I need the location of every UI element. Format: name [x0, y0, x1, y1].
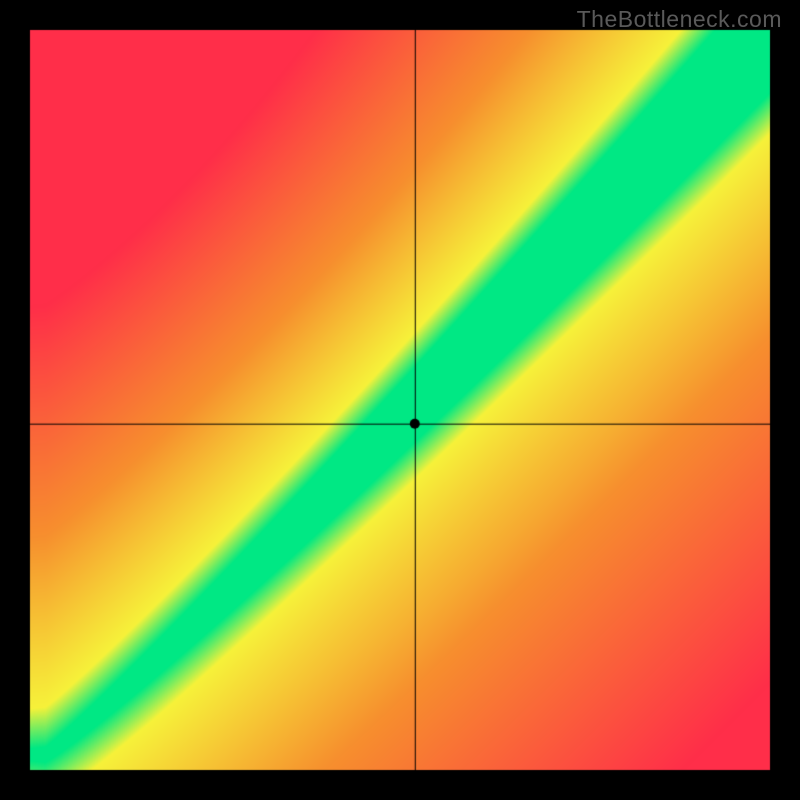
- watermark-text: TheBottleneck.com: [577, 6, 782, 33]
- chart-container: TheBottleneck.com: [0, 0, 800, 800]
- bottleneck-heatmap: [0, 0, 800, 800]
